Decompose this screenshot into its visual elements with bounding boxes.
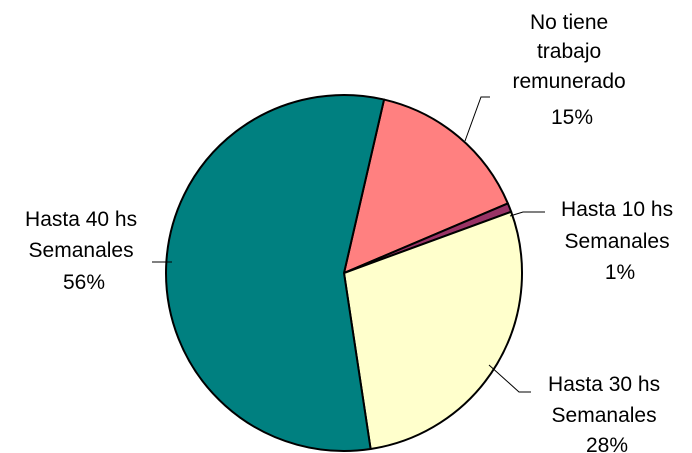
label-line: Semanales bbox=[565, 230, 670, 253]
pie-slices bbox=[165, 94, 523, 452]
label-line: Semanales bbox=[29, 239, 134, 262]
label-line: Semanales bbox=[552, 404, 657, 427]
leader-line-no-tiene bbox=[464, 96, 490, 142]
label-line: trabajo bbox=[537, 40, 601, 63]
pct-label: 1% bbox=[605, 261, 635, 284]
slice-label-hasta-30: Hasta 30 hs Semanales 28% bbox=[548, 373, 666, 453]
slice-label-no-tiene-trabajo: No tiene trabajo remunerado 15% bbox=[512, 11, 631, 129]
pie-slice-2 bbox=[343, 210, 523, 450]
label-line: Hasta 40 hs bbox=[25, 208, 137, 231]
pie-slice-0 bbox=[343, 98, 509, 274]
pct-label: 56% bbox=[63, 271, 105, 294]
leader-line-hasta-10 bbox=[509, 211, 545, 217]
pct-label: 28% bbox=[586, 434, 628, 453]
pct-label: 15% bbox=[551, 106, 593, 129]
label-line: Hasta 30 hs bbox=[548, 373, 660, 396]
label-line: Hasta 10 hs bbox=[561, 198, 673, 221]
slice-label-hasta-40: Hasta 40 hs Semanales 56% bbox=[25, 208, 143, 294]
label-line: remunerado bbox=[512, 70, 625, 93]
leader-line-hasta-30 bbox=[488, 364, 531, 393]
label-line: No tiene bbox=[530, 11, 608, 34]
slice-label-hasta-10: Hasta 10 hs Semanales 1% bbox=[561, 198, 679, 284]
pie-slice-3 bbox=[165, 94, 386, 452]
